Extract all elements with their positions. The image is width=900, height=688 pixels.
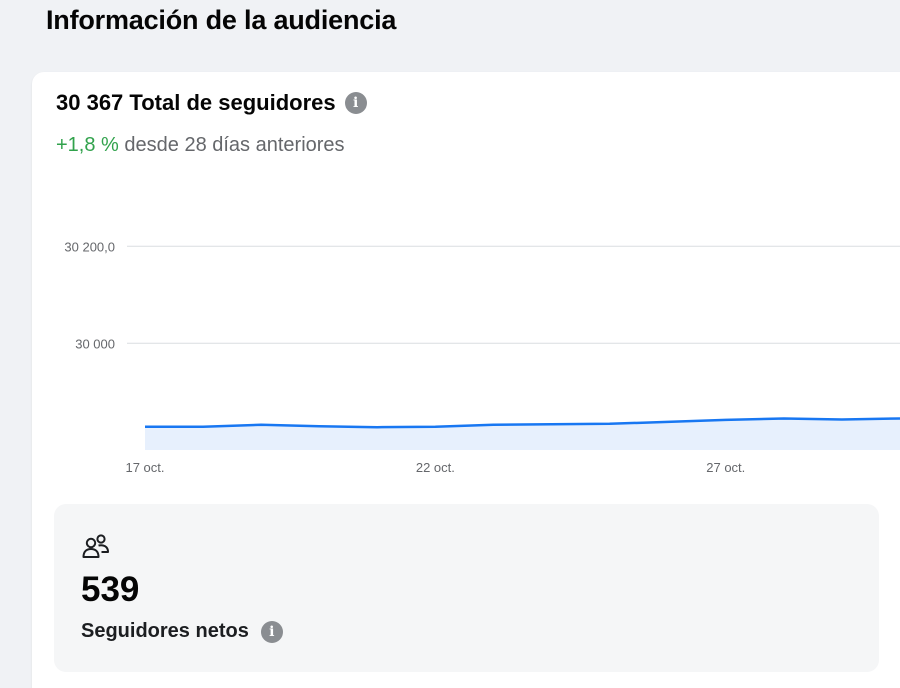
delta-line: +1,8 % desde 28 días anteriores: [56, 134, 345, 157]
net-followers-value: 539: [81, 570, 140, 609]
info-icon[interactable]: i: [344, 92, 367, 114]
net-followers-label-row: Seguidores netos i: [81, 620, 283, 643]
x-tick-label: 22 oct.: [416, 460, 455, 475]
people-icon: [81, 532, 111, 567]
delta-value: +1,8 %: [56, 134, 119, 156]
net-followers-box: 539 Seguidores netos i: [54, 504, 879, 672]
area-fill: [145, 418, 900, 450]
series-line: [145, 417, 900, 429]
x-tick-label: 17 oct.: [125, 460, 164, 475]
total-followers-label: Total de seguidores: [129, 90, 336, 115]
x-tick-label: 27 oct.: [706, 460, 745, 475]
total-followers-value: 30 367: [56, 90, 124, 115]
card-header: 30 367 Total de seguidores i: [56, 90, 367, 116]
followers-chart: 30 200,0 30 000 17 oct. 22 oct. 27 oct.: [32, 222, 900, 552]
net-followers-label: Seguidores netos: [81, 620, 249, 642]
section-title: Información de la audiencia: [46, 5, 397, 35]
y-tick-label: 30 200,0: [64, 239, 115, 254]
chart-svg: 30 200,0 30 000 17 oct. 22 oct. 27 oct.: [64, 239, 900, 475]
card-title: 30 367 Total de seguidores: [56, 90, 336, 116]
followers-card: 30 367 Total de seguidores i +1,8 % desd…: [32, 72, 900, 688]
delta-text: desde 28 días anteriores: [124, 134, 345, 156]
y-tick-label: 30 000: [75, 336, 115, 351]
info-icon[interactable]: i: [260, 620, 283, 643]
